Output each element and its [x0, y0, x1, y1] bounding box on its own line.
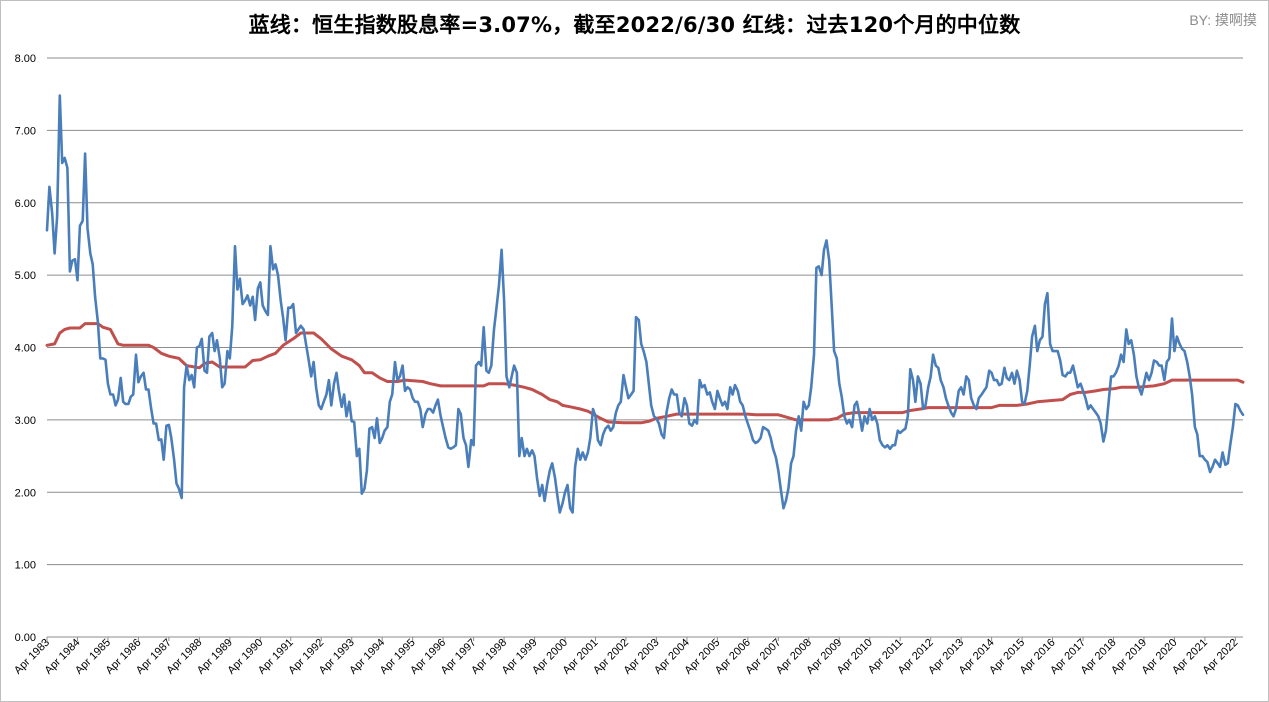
y-tick-label: 5.00 [15, 270, 36, 282]
y-tick-label: 4.00 [15, 343, 36, 355]
series-line-red [45, 322, 1245, 425]
y-tick-label: 6.00 [15, 198, 36, 210]
series-lines [45, 94, 1245, 514]
series-line-blue [45, 94, 1245, 514]
y-tick-label: 0.00 [15, 632, 36, 644]
gridlines [47, 57, 1243, 638]
author-credit: BY: 摸啊摸 [1189, 12, 1257, 28]
y-tick-label: 8.00 [15, 53, 36, 65]
y-axis-ticks: 0.00 1.00 2.00 3.00 4.00 5.00 6.00 7.00 8.00 [15, 53, 36, 644]
y-tick-label: 7.00 [15, 125, 36, 137]
y-tick-label: 3.00 [15, 415, 36, 427]
y-tick-label: 2.00 [15, 487, 36, 499]
y-tick-label: 1.00 [15, 560, 36, 572]
chart-title: 蓝线：恒生指数股息率=3.07%，截至2022/6/30 红线：过去120个月的… [248, 13, 1021, 37]
